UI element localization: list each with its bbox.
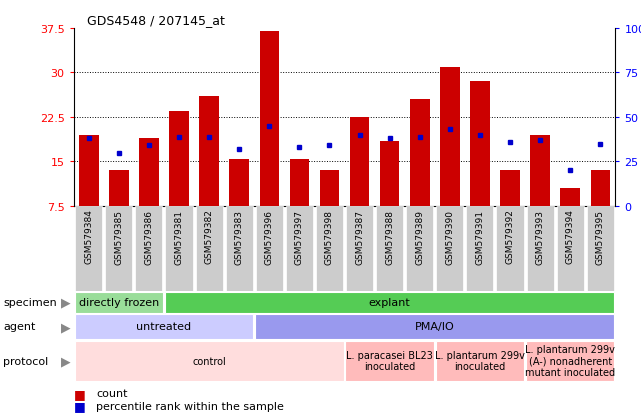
Bar: [556, 206, 584, 291]
Bar: [196, 206, 222, 291]
Bar: [470, 82, 490, 206]
Bar: [345, 341, 434, 381]
Bar: [500, 171, 520, 206]
Bar: [436, 341, 524, 381]
Text: GSM579383: GSM579383: [235, 209, 244, 264]
Bar: [380, 141, 399, 206]
Text: explant: explant: [369, 297, 410, 308]
Bar: [255, 315, 615, 339]
Text: GSM579394: GSM579394: [566, 209, 575, 264]
Text: L. plantarum 299v
inoculated: L. plantarum 299v inoculated: [435, 350, 525, 372]
Bar: [105, 206, 133, 291]
Text: GSM579387: GSM579387: [355, 209, 364, 264]
Text: GSM579392: GSM579392: [506, 209, 515, 264]
Bar: [440, 67, 460, 206]
Bar: [109, 171, 129, 206]
Bar: [316, 206, 343, 291]
Bar: [74, 292, 163, 313]
Text: percentile rank within the sample: percentile rank within the sample: [96, 401, 284, 411]
Text: GSM579388: GSM579388: [385, 209, 394, 264]
Text: control: control: [192, 356, 226, 366]
Text: ▶: ▶: [61, 320, 71, 333]
Bar: [229, 159, 249, 206]
Bar: [169, 112, 189, 206]
Bar: [286, 206, 313, 291]
Bar: [320, 171, 339, 206]
Bar: [79, 135, 99, 206]
Text: untreated: untreated: [137, 322, 192, 332]
Bar: [74, 341, 344, 381]
Text: GSM579390: GSM579390: [445, 209, 454, 264]
Text: GSM579397: GSM579397: [295, 209, 304, 264]
Bar: [139, 138, 159, 206]
Text: GSM579396: GSM579396: [265, 209, 274, 264]
Text: GSM579385: GSM579385: [114, 209, 123, 264]
Bar: [350, 118, 369, 206]
Text: GSM579393: GSM579393: [536, 209, 545, 264]
Text: L. plantarum 299v
(A-) nonadherent
mutant inoculated: L. plantarum 299v (A-) nonadherent mutan…: [525, 344, 615, 377]
Bar: [346, 206, 373, 291]
Text: specimen: specimen: [3, 297, 57, 308]
Bar: [74, 315, 253, 339]
Text: GSM579381: GSM579381: [174, 209, 183, 264]
Bar: [410, 100, 429, 206]
Text: GSM579398: GSM579398: [325, 209, 334, 264]
Bar: [530, 135, 550, 206]
Bar: [437, 206, 463, 291]
Text: GSM579395: GSM579395: [596, 209, 605, 264]
Text: GSM579384: GSM579384: [84, 209, 93, 264]
Bar: [199, 97, 219, 206]
Text: PMA/IO: PMA/IO: [415, 322, 454, 332]
Bar: [256, 206, 283, 291]
Text: count: count: [96, 388, 128, 398]
Text: GSM579391: GSM579391: [476, 209, 485, 264]
Text: GSM579389: GSM579389: [415, 209, 424, 264]
Text: L. paracasei BL23
inoculated: L. paracasei BL23 inoculated: [346, 350, 433, 372]
Bar: [165, 206, 192, 291]
Bar: [406, 206, 433, 291]
Text: ■: ■: [74, 399, 85, 412]
Bar: [587, 206, 614, 291]
Bar: [526, 341, 615, 381]
Text: GDS4548 / 207145_at: GDS4548 / 207145_at: [87, 14, 224, 27]
Bar: [75, 206, 103, 291]
Bar: [527, 206, 554, 291]
Bar: [260, 32, 279, 206]
Text: GSM579386: GSM579386: [144, 209, 153, 264]
Text: ▶: ▶: [61, 296, 71, 309]
Bar: [560, 189, 580, 206]
Bar: [135, 206, 162, 291]
Bar: [165, 292, 615, 313]
Bar: [226, 206, 253, 291]
Bar: [467, 206, 494, 291]
Text: agent: agent: [3, 322, 36, 332]
Text: GSM579382: GSM579382: [204, 209, 213, 264]
Bar: [590, 171, 610, 206]
Bar: [290, 159, 309, 206]
Text: ■: ■: [74, 387, 85, 400]
Text: ▶: ▶: [61, 354, 71, 367]
Bar: [376, 206, 403, 291]
Bar: [497, 206, 524, 291]
Text: protocol: protocol: [3, 356, 49, 366]
Text: directly frozen: directly frozen: [79, 297, 159, 308]
